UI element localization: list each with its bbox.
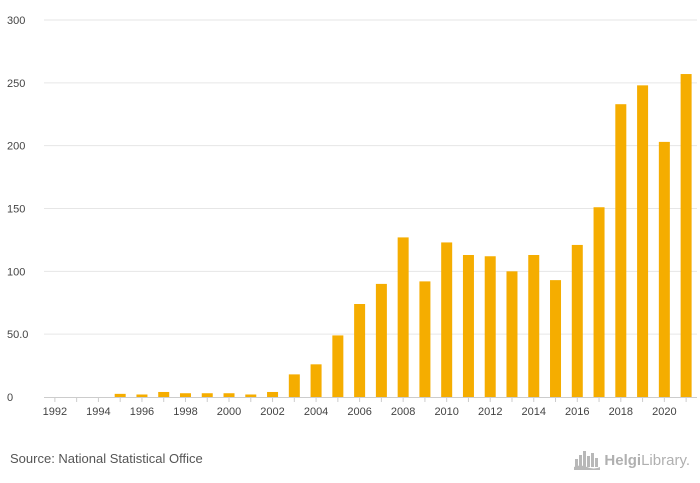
bar: [201, 393, 213, 397]
x-tick-label: 2020: [652, 406, 676, 418]
brand-logo[interactable]: HelgiLibrary.: [574, 448, 690, 472]
x-tick-label: 2002: [260, 406, 284, 418]
bar: [136, 394, 148, 397]
y-tick-label: 100: [7, 266, 25, 278]
footer: Source: National Statistical Office Helg…: [0, 440, 700, 483]
brand-name-rest: Library.: [641, 451, 690, 469]
bar: [637, 85, 649, 397]
bar: [375, 283, 387, 397]
x-tick-label: 1992: [43, 406, 67, 418]
x-tick-label: 2010: [434, 406, 458, 418]
bar: [528, 254, 540, 397]
bar: [179, 393, 191, 397]
bar: [310, 364, 322, 397]
gridlines: [44, 19, 697, 335]
y-tick-label: 150: [7, 204, 25, 216]
x-tick-label: 1996: [130, 406, 154, 418]
x-tick-label: 2018: [609, 406, 633, 418]
bars: [114, 74, 692, 398]
y-tick-label: 200: [7, 141, 25, 153]
bar: [484, 256, 496, 397]
bar: [441, 242, 453, 397]
bar: [114, 393, 126, 397]
bar: [506, 271, 518, 397]
y-tick-label: 300: [7, 15, 25, 27]
bar: [462, 254, 474, 397]
bar: [571, 244, 583, 397]
bar: [615, 104, 627, 398]
x-tick-label: 2008: [391, 406, 415, 418]
x-tick-label: 1998: [173, 406, 197, 418]
bar: [680, 74, 692, 397]
bar: [397, 237, 409, 397]
x-tick-label: 1994: [86, 406, 110, 418]
bar: [658, 141, 670, 397]
y-axis-labels: 0 50.0 100 150 200 250 300: [7, 15, 28, 404]
source-note: Source: National Statistical Office: [10, 451, 203, 466]
city-skyline-icon: [574, 451, 601, 470]
x-tick-label: 2006: [347, 406, 371, 418]
x-tick-label: 2004: [304, 406, 328, 418]
x-axis: [44, 397, 697, 402]
chart: 0 50.0 100 150 200 250 300 1992 1994 1996 1998 200…: [7, 15, 697, 418]
bar: [267, 391, 279, 397]
bar: [158, 391, 170, 397]
bar-chart: 0 50.0 100 150 200 250 300 1992 1994 1996 1998 200…: [7, 15, 697, 418]
bar: [223, 393, 235, 397]
bar: [419, 281, 431, 397]
x-tick-label: 2016: [565, 406, 589, 418]
y-tick-label: 0: [7, 392, 13, 404]
x-axis-labels: 1992 1994 1996 1998 2000 2002 2004 2006 2008 2010…: [43, 406, 677, 418]
brand-name: HelgiLibrary.: [604, 452, 690, 469]
bar: [245, 394, 257, 397]
x-tick-label: 2000: [217, 406, 241, 418]
bar: [288, 374, 300, 397]
y-tick-label: 250: [7, 78, 25, 90]
x-tick-label: 2014: [522, 406, 546, 418]
bar: [550, 280, 562, 397]
y-tick-label: 50.0: [7, 329, 28, 341]
brand-name-bold: Helgi: [604, 451, 642, 469]
bar: [593, 207, 605, 397]
x-tick-label: 2012: [478, 406, 502, 418]
bar: [332, 335, 344, 397]
bar: [354, 304, 366, 397]
